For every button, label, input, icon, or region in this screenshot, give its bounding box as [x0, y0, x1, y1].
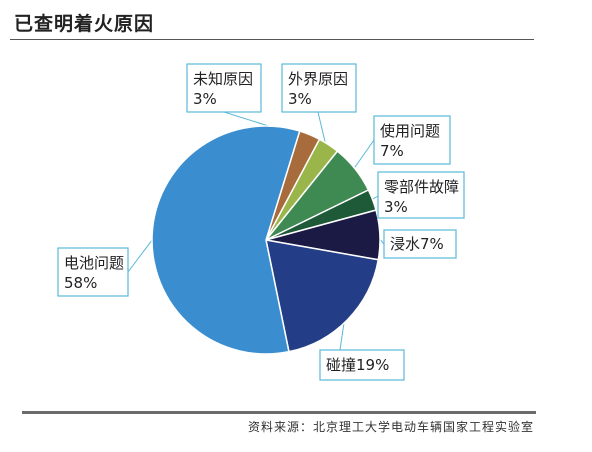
label-box-2 — [281, 63, 357, 113]
label-box-0 — [57, 247, 129, 297]
pie-slices — [151, 125, 381, 355]
label-box-5 — [383, 229, 457, 259]
slice-labels: 电池问题 58% 未知原因 3% 外界原因 3% 使用问题 7% 零部件故障 3% 浸水7% 碰撞19… — [57, 63, 465, 381]
slice-label-0: 电池问题 — [64, 254, 124, 272]
page-title: 已查明着火原因 — [14, 13, 155, 35]
label-box-3 — [373, 115, 451, 165]
slice-label-6: 碰撞19% — [326, 356, 389, 374]
source-note: 资料来源：北京理工大学电动车辆国家工程实验室 — [247, 420, 534, 434]
slice-label-5: 浸水7% — [390, 235, 444, 253]
slice-value-3: 7% — [380, 142, 404, 160]
slice-value-0: 58% — [64, 274, 97, 292]
label-box-6 — [319, 349, 405, 381]
slice-label-3: 使用问题 — [380, 122, 440, 140]
slice-value-4: 3% — [384, 198, 408, 216]
slice-label-1: 未知原因 — [193, 70, 253, 88]
footer-divider — [22, 411, 536, 414]
leader-line-3 — [351, 139, 375, 172]
pie-slice-0 — [151, 125, 301, 355]
pie-slice-6 — [265, 239, 380, 353]
slice-label-2: 外界原因 — [288, 70, 348, 88]
slice-value-2: 3% — [288, 90, 312, 108]
label-box-1 — [186, 63, 262, 113]
slice-label-4: 零部件故障 — [384, 178, 459, 196]
slice-value-1: 3% — [193, 90, 217, 108]
label-box-4 — [377, 171, 465, 219]
title-divider — [10, 39, 534, 40]
